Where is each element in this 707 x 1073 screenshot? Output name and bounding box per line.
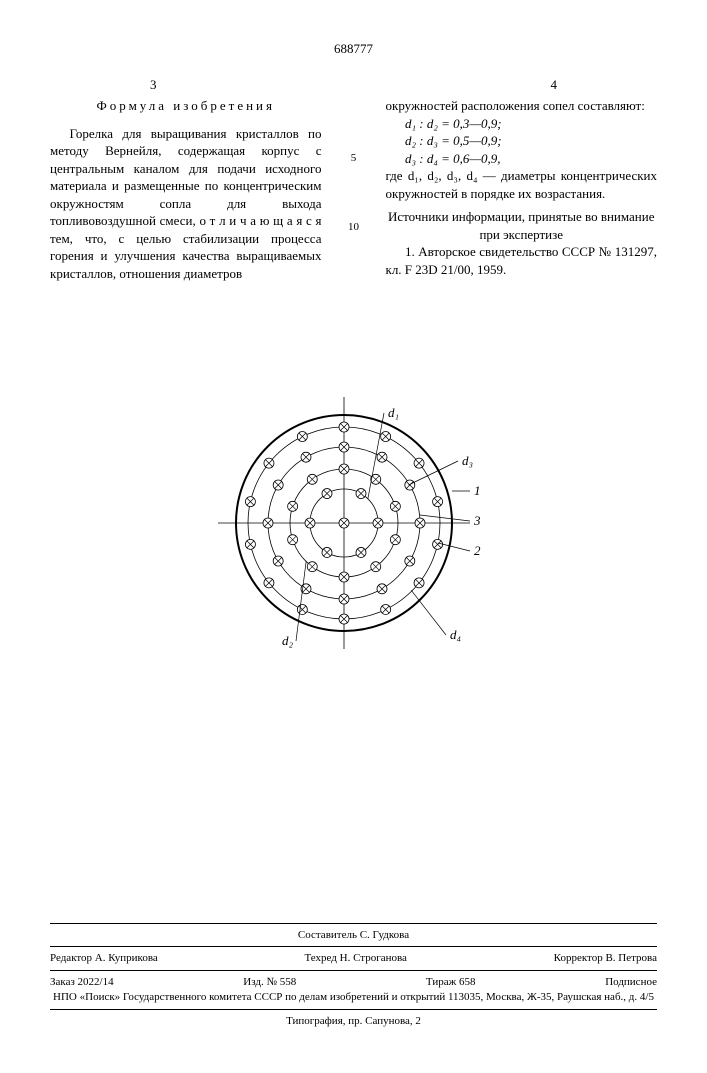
footer: Составитель С. Гудкова Редактор А. Купри… xyxy=(50,923,657,1033)
svg-text:d₂: d₂ xyxy=(282,633,294,648)
ratio2: d₂ : d₃ = 0,5—0,9; xyxy=(405,132,657,150)
line-num-5: 5 xyxy=(346,151,362,166)
svg-text:1: 1 xyxy=(474,483,481,498)
sources-title: Источники информации, принятые во вниман… xyxy=(386,208,658,243)
line-numbers: 5 10 xyxy=(346,97,362,282)
diagram-container: d₁ d₃ d₄ d₂ 1 3 2 xyxy=(50,383,657,683)
source-1: 1. Авторское свидетельство СССР № 131297… xyxy=(386,243,658,278)
page-numbers: 3 4 xyxy=(50,76,657,94)
order: Заказ 2022/14 xyxy=(50,975,114,990)
left-column: Формула изобретения Горелка для выращива… xyxy=(50,97,322,282)
claim-title: Формула изобретения xyxy=(50,97,322,115)
corrector: Корректор В. Петрова xyxy=(554,951,657,966)
page-left: 3 xyxy=(150,76,157,94)
svg-text:d₃: d₃ xyxy=(462,453,473,468)
svg-text:3: 3 xyxy=(473,513,481,528)
tirazh: Тираж 658 xyxy=(426,975,476,990)
left-paragraph: Горелка для выращивания кристаллов по ме… xyxy=(50,125,322,283)
where-text: где d₁, d₂, d₃, d₄ — диаметры концентрич… xyxy=(386,167,658,202)
podpisnoe: Подписное xyxy=(605,975,657,990)
svg-text:d₄: d₄ xyxy=(450,627,462,642)
credits-row: Редактор А. Куприкова Техред Н. Строгано… xyxy=(50,946,657,970)
right-top-text: окружностей расположения сопел составляю… xyxy=(386,97,658,115)
compiler: Составитель С. Гудкова xyxy=(50,923,657,947)
ratio-block: d₁ : d₂ = 0,3—0,9; d₂ : d₃ = 0,5—0,9; d₃… xyxy=(386,115,658,168)
page-right: 4 xyxy=(551,76,558,94)
org: НПО «Поиск» Государственного комитета СС… xyxy=(50,990,657,1005)
svg-text:d₁: d₁ xyxy=(388,405,399,420)
ratio3: d₃ : d₄ = 0,6—0,9, xyxy=(405,150,657,168)
izd: Изд. № 558 xyxy=(243,975,296,990)
techred: Техред Н. Строганова xyxy=(305,951,407,966)
svg-text:2: 2 xyxy=(474,543,481,558)
right-column: окружностей расположения сопел составляю… xyxy=(386,97,658,282)
typography: Типография, пр. Сапунова, 2 xyxy=(50,1009,657,1033)
editor: Редактор А. Куприкова xyxy=(50,951,158,966)
text-columns: Формула изобретения Горелка для выращива… xyxy=(50,97,657,282)
ratio1: d₁ : d₂ = 0,3—0,9; xyxy=(405,115,657,133)
line-num-10: 10 xyxy=(346,220,362,235)
document-number: 688777 xyxy=(50,40,657,58)
order-row: Заказ 2022/14 Изд. № 558 Тираж 658 Подпи… xyxy=(50,970,657,1009)
burner-diagram: d₁ d₃ d₄ d₂ 1 3 2 xyxy=(204,383,504,683)
